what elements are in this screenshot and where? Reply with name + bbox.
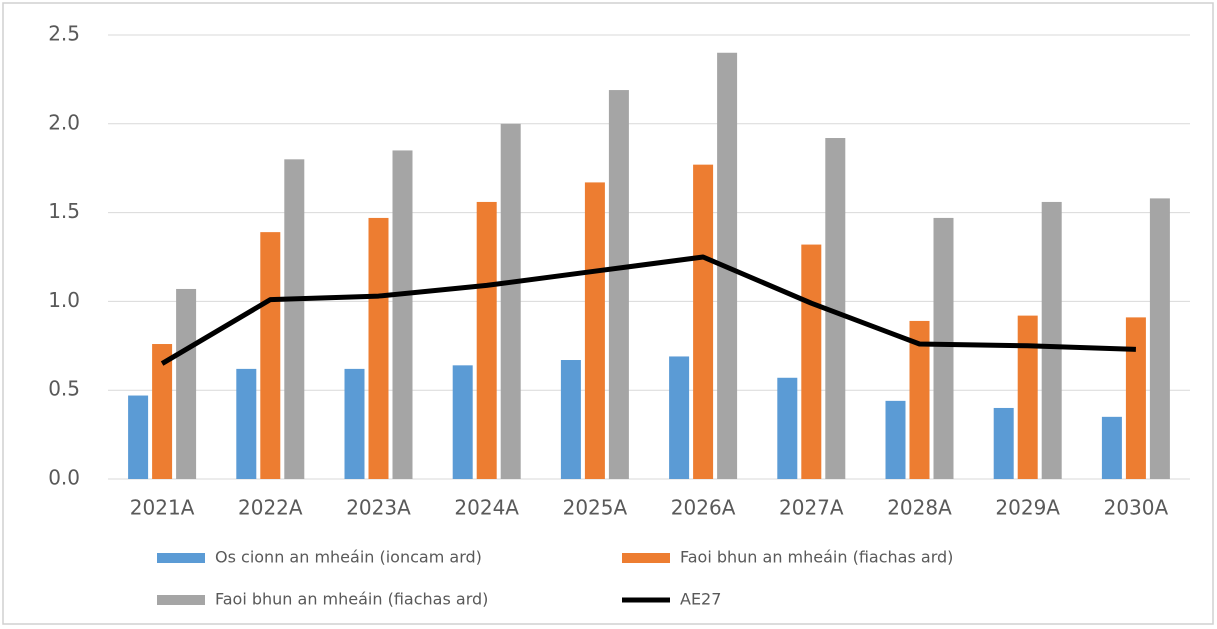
bar [392,150,413,479]
bar [236,368,257,479]
x-tick-label: 2025A [563,496,628,520]
legend-swatch [157,553,205,563]
bar [500,123,521,480]
legend-label: Faoi bhun an mheáin (fiachas ard) [680,548,953,567]
bar [825,138,846,479]
bar [260,232,281,479]
y-tick-label: 2.5 [48,22,80,46]
bar [176,288,197,479]
bar [1125,317,1146,479]
bar [885,400,906,479]
x-tick-label: 2027A [779,496,844,520]
x-tick-label: 2023A [346,496,411,520]
bar [993,407,1014,479]
bar [344,368,365,479]
legend-swatch [622,553,670,563]
y-tick-label: 0.5 [48,377,80,401]
x-tick-label: 2021A [130,496,195,520]
x-tick-label: 2022A [238,496,303,520]
bar [560,360,581,479]
bar [152,344,173,479]
bar [1017,315,1038,479]
x-tick-label: 2030A [1104,496,1169,520]
y-tick-label: 1.0 [48,288,80,312]
bar [608,90,629,479]
x-tick-label: 2028A [887,496,952,520]
bar [777,377,798,479]
y-tick-label: 1.5 [48,199,80,223]
y-tick-label: 0.0 [48,466,80,490]
legend-label: Faoi bhun an mheáin (fiachas ard) [215,590,488,609]
legend-swatch [157,595,205,605]
bar [476,201,497,479]
y-tick-label: 2.0 [48,110,80,134]
bar [1101,416,1122,479]
bar [1041,201,1062,479]
x-tick-label: 2026A [671,496,736,520]
bar [693,164,714,479]
bar [801,244,822,479]
bar [933,217,954,480]
x-tick-label: 2029A [995,496,1060,520]
bar [669,356,690,479]
bar [1149,198,1170,479]
x-tick-label: 2024A [454,496,519,520]
line-series [160,254,1136,366]
bar [909,320,930,479]
bar [284,159,305,479]
bar [584,182,605,479]
bar [452,365,473,479]
bar [128,395,149,479]
legend-label: AE27 [680,590,721,609]
bar [368,217,389,480]
legend-label: Os cionn an mheáin (ioncam ard) [215,548,482,567]
